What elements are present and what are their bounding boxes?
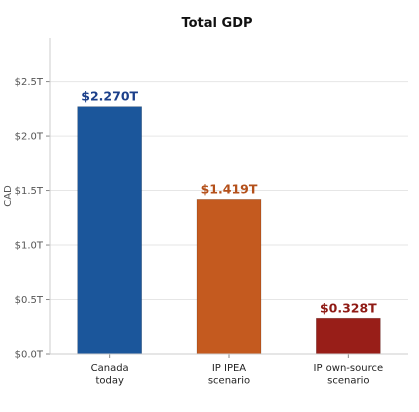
y-tick-label: $0.0T [15, 350, 44, 361]
x-tick-label-line: today [95, 376, 124, 387]
bars [77, 106, 381, 355]
x-tick-label-line: Canada [91, 363, 129, 374]
x-tick-label: IP own-source scenario [314, 363, 384, 387]
chart-title: Total GDP [181, 16, 252, 31]
y-tick-label: $1.5T [15, 186, 44, 197]
data-label: $1.419T [201, 181, 258, 196]
x-axis-ticks: Canada today IP IPEA scenario IP own-source s… [91, 354, 384, 387]
data-label: $2.270T [81, 89, 138, 104]
y-tick-label: $0.5T [15, 295, 44, 306]
x-tick-label: Canada today [91, 363, 129, 387]
x-tick-label-line: IP own-source [314, 363, 384, 374]
x-tick-label-line: scenario [208, 376, 250, 387]
y-axis-label: CAD [3, 185, 14, 207]
y-tick-label: $1.0T [15, 241, 44, 252]
x-tick-label-line: scenario [327, 376, 369, 387]
data-label: $0.328T [320, 300, 377, 315]
x-tick-label: IP IPEA scenario [208, 363, 250, 387]
y-tick-label: $2.0T [15, 132, 44, 143]
bar [196, 199, 262, 355]
bar [316, 317, 381, 355]
bar [77, 106, 142, 355]
x-tick-label-line: IP IPEA [212, 363, 246, 374]
data-labels: $2.270T $1.419T $0.328T [81, 89, 377, 316]
y-axis-ticks: $0.0T $0.5T $1.0T $1.5T $2.0T $2.5T [15, 77, 50, 361]
y-tick-label: $2.5T [15, 77, 44, 88]
